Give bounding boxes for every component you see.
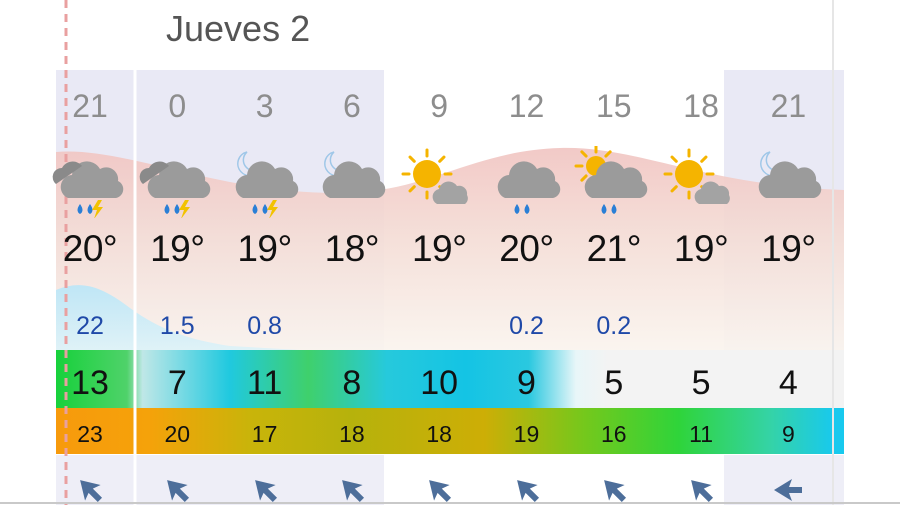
wind-arrow-nw-icon [308,470,396,504]
wind-arrow-nw-icon [657,470,745,504]
temperature-value: 20° [62,228,118,269]
night-cloudy-icon [308,146,396,218]
wind-arrow-w-icon [744,470,832,504]
wind-speed-value: 8 [342,364,362,402]
hour-label: 15 [596,88,632,124]
precipitation-value: 0.2 [509,312,544,340]
night-thunderstorm-rain-icon [221,146,309,219]
wind-speed-value: 13 [71,364,109,402]
wind-speed-value: 5 [604,364,624,402]
wind-gust-value: 18 [426,421,452,447]
wind-speed-value: 9 [517,364,536,402]
wind-speed-value: 11 [246,364,283,402]
wind-arrow-nw-icon [46,470,134,504]
hour-label: 3 [255,88,274,124]
wind-arrow-nw-icon [483,470,571,504]
wind-gust-value: 11 [689,421,714,447]
hour-label: 21 [72,88,108,124]
thunderstorm-rain-icon [46,146,134,219]
temperature-value: 19° [411,228,467,269]
wind-gust-value: 19 [513,421,540,447]
wind-speed-value: 5 [691,364,711,402]
temperature-value: 20° [499,228,554,269]
hour-label: 0 [168,88,187,124]
temperature-value: 21° [586,228,642,269]
hour-label: 21 [770,88,807,124]
wind-gust-value: 23 [77,421,103,447]
rain-cloud-icon [483,146,571,218]
precipitation-value: 1.5 [159,312,195,340]
hour-label: 9 [430,88,449,124]
night-cloudy-icon [744,146,832,218]
temperature-value: 19° [237,228,292,269]
wind-speed-value: 4 [778,364,798,402]
sun-cloud-icon [395,146,483,218]
temperature-value: 19° [673,228,729,269]
temperature-value: 19° [761,228,816,269]
temperature-value: 19° [150,228,205,269]
wind-arrow-nw-icon [221,470,309,504]
wind-arrow-nw-icon [395,470,483,504]
wind-gust-value: 16 [601,421,627,447]
wind-gust-value: 17 [251,421,278,447]
wind-speed-value: 10 [420,364,459,402]
wind-arrow-nw-icon [133,470,221,504]
wind-gust-value: 9 [781,421,795,447]
hour-label: 12 [508,88,545,124]
precipitation-value: 0.8 [247,312,282,340]
wind-gust-value: 20 [164,421,191,447]
thunderstorm-rain-icon [133,146,221,219]
wind-speed-value: 7 [167,364,187,402]
precipitation-value: 0.2 [596,312,632,340]
hour-label: 6 [342,88,361,124]
temperature-value: 18° [324,228,380,269]
precipitation-value: 22 [76,312,104,340]
day-header: Jueves 2 [166,8,311,49]
hour-label: 18 [683,88,719,124]
sun-cloud-icon [657,146,745,218]
wind-gust-value: 18 [339,421,365,447]
sun-rain-cloud-icon [570,144,658,218]
wind-arrow-nw-icon [570,470,658,504]
